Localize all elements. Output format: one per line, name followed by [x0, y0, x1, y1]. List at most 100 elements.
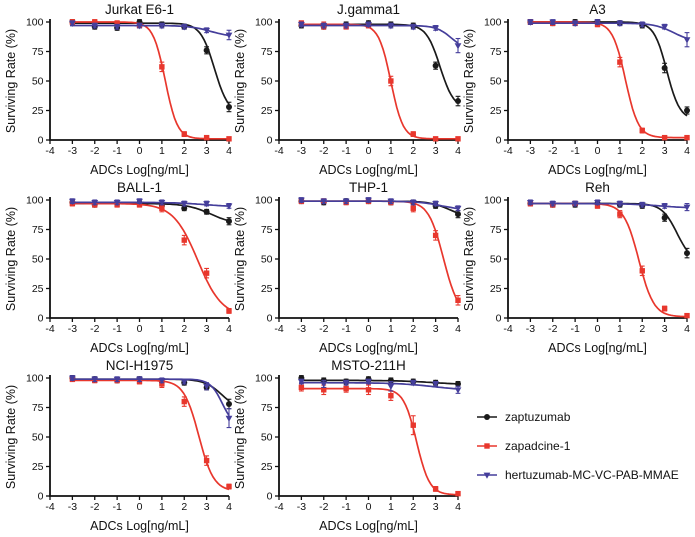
- chart-nci-h1975: NCI-H1975 -4 -3 -2 -1 0 1 2 3 4 0 25 50 75 100 ADCs Log…: [4, 357, 233, 535]
- svg-text:-4: -4: [45, 501, 54, 513]
- svg-text:-2: -2: [319, 323, 328, 335]
- chart-jurkat-e6-1: Jurkat E6-1 -4 -3 -2 -1 0 1 2 3 4 0 25 50 75 100 ADCs L…: [4, 1, 233, 179]
- svg-text:-4: -4: [45, 323, 54, 335]
- chart-msto-211h: MSTO-211H -4 -3 -2 -1 0 1 2 3 4 0 25 50 75 100 ADCs Log…: [233, 357, 462, 535]
- legend-item-zapadcine-1: zapadcine-1: [474, 439, 691, 453]
- svg-text:75: 75: [261, 46, 273, 58]
- svg-text:25: 25: [32, 461, 44, 473]
- svg-text:-2: -2: [319, 501, 328, 513]
- svg-text:3: 3: [204, 501, 210, 513]
- svg-text:0: 0: [137, 323, 143, 335]
- svg-text:4: 4: [226, 145, 232, 157]
- svg-text:4: 4: [455, 501, 461, 513]
- svg-text:-2: -2: [90, 323, 99, 335]
- svg-text:4: 4: [226, 501, 232, 513]
- svg-text:-3: -3: [297, 501, 306, 513]
- svg-text:100: 100: [26, 373, 44, 385]
- legend: zaptuzumab zapadcine-1 hertuzumab-MC-VC-…: [462, 357, 691, 535]
- svg-text:ADCs Log[ng/mL]: ADCs Log[ng/mL]: [548, 163, 647, 177]
- svg-text:3: 3: [662, 145, 668, 157]
- svg-text:2: 2: [181, 501, 187, 513]
- svg-text:3: 3: [662, 323, 668, 335]
- svg-text:-4: -4: [274, 323, 283, 335]
- svg-text:-2: -2: [548, 323, 557, 335]
- svg-text:3: 3: [433, 145, 439, 157]
- svg-text:ADCs Log[ng/mL]: ADCs Log[ng/mL]: [90, 341, 189, 355]
- legend-label-zaptuzumab: zaptuzumab: [505, 410, 571, 424]
- svg-text:1: 1: [617, 145, 623, 157]
- svg-text:1: 1: [159, 145, 165, 157]
- svg-text:Surviving Rate (%): Surviving Rate (%): [233, 385, 247, 489]
- svg-text:0: 0: [38, 313, 44, 325]
- svg-text:50: 50: [261, 254, 273, 266]
- svg-text:100: 100: [26, 195, 44, 207]
- svg-text:-1: -1: [112, 501, 121, 513]
- svg-text:100: 100: [484, 17, 502, 29]
- svg-text:-3: -3: [297, 323, 306, 335]
- svg-text:-4: -4: [503, 323, 512, 335]
- svg-text:50: 50: [261, 432, 273, 444]
- svg-text:100: 100: [26, 17, 44, 29]
- svg-text:-1: -1: [341, 501, 350, 513]
- svg-text:Reh: Reh: [585, 180, 610, 195]
- svg-text:0: 0: [38, 135, 44, 147]
- svg-text:50: 50: [490, 76, 502, 88]
- svg-text:Surviving Rate (%): Surviving Rate (%): [4, 207, 18, 311]
- svg-text:-2: -2: [90, 501, 99, 513]
- svg-text:2: 2: [181, 145, 187, 157]
- svg-text:25: 25: [490, 283, 502, 295]
- svg-text:75: 75: [32, 46, 44, 58]
- svg-text:2: 2: [410, 323, 416, 335]
- svg-text:0: 0: [366, 501, 372, 513]
- chart-ball-1: BALL-1 -4 -3 -2 -1 0 1 2 3 4 0 25 50 75 100 ADCs Log[ng…: [4, 179, 233, 357]
- legend-label-hertuzumab: hertuzumab-MC-VC-PAB-MMAE: [505, 468, 679, 482]
- svg-text:4: 4: [684, 323, 690, 335]
- svg-text:25: 25: [32, 283, 44, 295]
- svg-text:50: 50: [32, 76, 44, 88]
- plot-svg: Jurkat E6-1 -4 -3 -2 -1 0 1 2 3 4 0 25 50 75 100 ADCs L…: [4, 2, 233, 177]
- svg-text:ADCs Log[ng/mL]: ADCs Log[ng/mL]: [90, 519, 189, 533]
- svg-text:-1: -1: [341, 145, 350, 157]
- svg-text:100: 100: [255, 195, 273, 207]
- svg-text:50: 50: [261, 76, 273, 88]
- svg-text:-3: -3: [297, 145, 306, 157]
- legend-item-zaptuzumab: zaptuzumab: [474, 410, 691, 424]
- svg-text:-1: -1: [570, 323, 579, 335]
- svg-text:Surviving Rate (%): Surviving Rate (%): [233, 207, 247, 311]
- plot-svg: Reh -4 -3 -2 -1 0 1 2 3 4 0 25 50 75 100 ADCs Log[ng/mL…: [462, 180, 691, 355]
- svg-text:100: 100: [484, 195, 502, 207]
- square-marker-icon: [477, 443, 497, 449]
- svg-text:1: 1: [388, 501, 394, 513]
- svg-text:-3: -3: [526, 145, 535, 157]
- svg-text:1: 1: [388, 323, 394, 335]
- svg-text:-1: -1: [112, 323, 121, 335]
- svg-text:50: 50: [32, 432, 44, 444]
- svg-text:0: 0: [496, 135, 502, 147]
- chart-a3: A3 -4 -3 -2 -1 0 1 2 3 4 0 25 50 75 100 ADCs Log[ng/mL]…: [462, 1, 691, 179]
- svg-text:ADCs Log[ng/mL]: ADCs Log[ng/mL]: [319, 341, 418, 355]
- svg-text:NCI-H1975: NCI-H1975: [106, 358, 174, 373]
- svg-text:2: 2: [410, 145, 416, 157]
- svg-text:Surviving Rate (%): Surviving Rate (%): [4, 385, 18, 489]
- svg-text:2: 2: [639, 323, 645, 335]
- chart-thp-1: THP-1 -4 -3 -2 -1 0 1 2 3 4 0 25 50 75 100 ADCs Log[ng/…: [233, 179, 462, 357]
- svg-text:Surviving Rate (%): Surviving Rate (%): [233, 29, 247, 133]
- svg-text:1: 1: [159, 323, 165, 335]
- svg-text:4: 4: [455, 145, 461, 157]
- svg-text:50: 50: [490, 254, 502, 266]
- svg-text:-1: -1: [341, 323, 350, 335]
- plot-svg: J.gamma1 -4 -3 -2 -1 0 1 2 3 4 0 25 50 75 100 ADCs Log[…: [233, 2, 462, 177]
- svg-text:-1: -1: [570, 145, 579, 157]
- svg-text:2: 2: [639, 145, 645, 157]
- svg-text:50: 50: [32, 254, 44, 266]
- svg-text:-3: -3: [526, 323, 535, 335]
- svg-text:1: 1: [159, 501, 165, 513]
- svg-text:0: 0: [496, 313, 502, 325]
- svg-text:-3: -3: [68, 145, 77, 157]
- svg-text:-4: -4: [503, 145, 512, 157]
- svg-text:A3: A3: [589, 2, 606, 17]
- plot-svg: BALL-1 -4 -3 -2 -1 0 1 2 3 4 0 25 50 75 100 ADCs Log[ng…: [4, 180, 233, 355]
- svg-text:25: 25: [261, 105, 273, 117]
- chart-reh: Reh -4 -3 -2 -1 0 1 2 3 4 0 25 50 75 100 ADCs Log[ng/mL…: [462, 179, 691, 357]
